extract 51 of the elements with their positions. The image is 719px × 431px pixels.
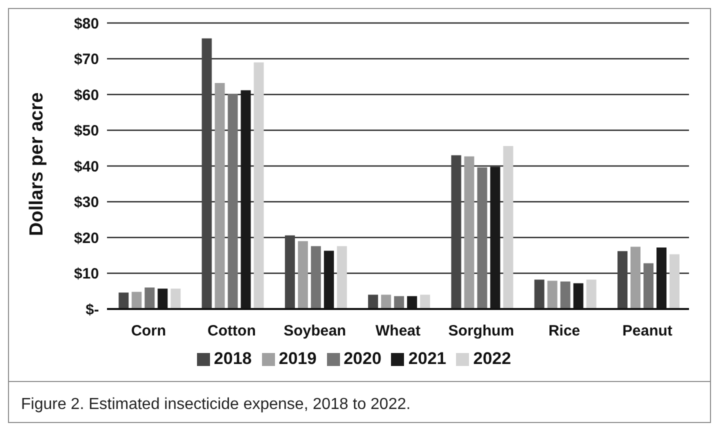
bar: [228, 94, 238, 309]
y-tick-label: $80: [74, 15, 99, 32]
legend-label: 2022: [473, 349, 512, 368]
bar: [643, 263, 654, 309]
bar: [534, 280, 544, 309]
bar: [464, 156, 474, 309]
y-tick-label: $60: [74, 86, 99, 104]
legend-label: 2018: [214, 349, 252, 368]
bar: [547, 280, 558, 309]
bar: [170, 288, 181, 309]
bar: [451, 155, 462, 309]
x-tick-label: Corn: [131, 322, 166, 340]
bar: [298, 241, 308, 309]
bar: [118, 292, 129, 309]
bar: [669, 254, 680, 309]
x-tick-label: Sorghum: [448, 322, 514, 340]
y-tick-label: $70: [74, 51, 99, 68]
y-tick-label: $50: [74, 122, 99, 140]
bar: [586, 280, 596, 309]
bar: [132, 292, 142, 309]
x-tick-label: Cotton: [208, 322, 256, 340]
bar: [381, 294, 392, 309]
bar: [310, 246, 321, 309]
y-tick-label: $40: [74, 158, 99, 176]
bar: [420, 294, 430, 309]
bar: [394, 296, 404, 309]
bar: [202, 38, 212, 309]
bar: [630, 246, 640, 309]
legend-label: 2020: [344, 349, 382, 368]
bar: [144, 288, 155, 309]
bar: [336, 246, 347, 309]
bar: [254, 62, 264, 309]
bar: [560, 281, 570, 309]
bar: [284, 235, 295, 309]
x-tick-label: Wheat: [376, 322, 421, 340]
y-tick-label: $20: [74, 230, 99, 247]
y-tick-label: $-: [86, 301, 99, 318]
bar: [214, 83, 225, 309]
x-tick-label: Soybean: [284, 322, 346, 340]
bar: [477, 167, 488, 309]
y-tick-label: $30: [74, 194, 99, 212]
caption: Figure 2. Estimated insecticide expense, 2018 to 2022.: [21, 396, 412, 414]
x-tick-label: Peanut: [622, 322, 672, 340]
bar: [503, 146, 514, 309]
y-axis-title: Dollars per acre: [26, 92, 48, 236]
legend-label: 2021: [408, 349, 446, 368]
legend-label: 2019: [278, 349, 317, 368]
bar: [617, 251, 628, 309]
x-tick-label: Rice: [548, 322, 580, 340]
y-tick-label: $10: [74, 266, 99, 283]
bar: [368, 294, 378, 309]
